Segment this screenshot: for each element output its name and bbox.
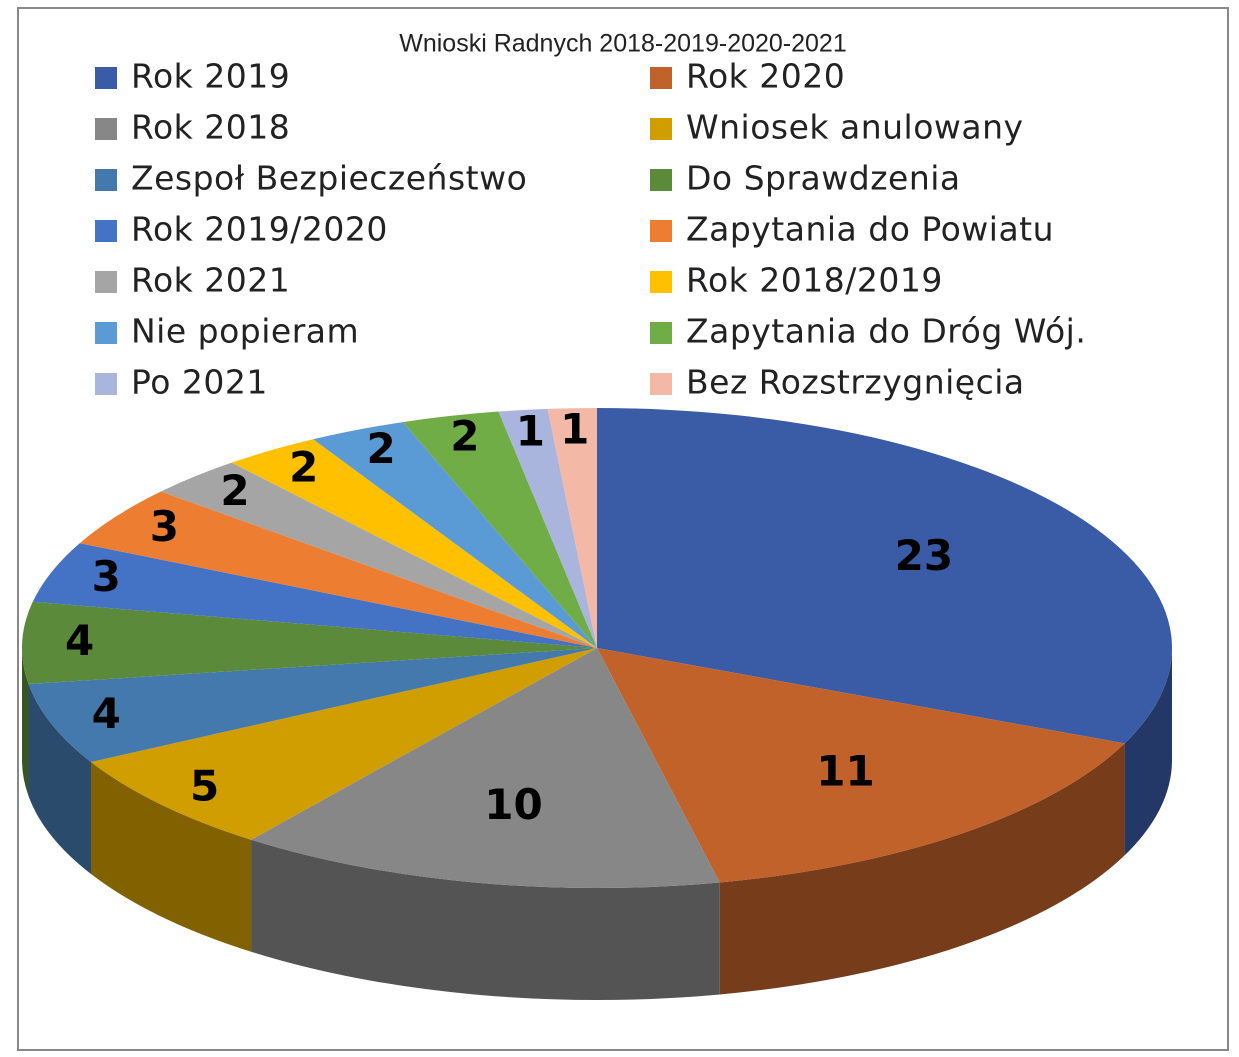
legend-label: Wniosek anulowany <box>686 108 1024 147</box>
legend-label: Zespoł Bezpieczeństwo <box>131 159 527 198</box>
data-label: 2 <box>220 466 249 515</box>
data-label: 10 <box>484 780 542 829</box>
data-label: 4 <box>92 689 121 738</box>
chart-title: Wnioski Radnych 2018-2019-2020-2021 <box>399 30 847 58</box>
slice <box>231 439 597 648</box>
legend-swatch <box>650 118 672 140</box>
slice <box>251 648 720 889</box>
legend-swatch <box>95 220 117 242</box>
legend-swatch <box>95 118 117 140</box>
slice <box>90 648 597 840</box>
data-label: 3 <box>150 502 179 551</box>
slice-side <box>22 648 29 797</box>
slice-side <box>719 743 1125 995</box>
legend-label: Rok 2020 <box>686 57 845 96</box>
data-label: 2 <box>289 443 318 492</box>
slice <box>547 408 597 648</box>
legend-label: Zapytania do Powiatu <box>686 210 1054 249</box>
slice <box>402 411 597 648</box>
slice <box>21 601 597 685</box>
data-label: 1 <box>560 405 589 454</box>
data-label: 5 <box>190 761 219 810</box>
legend-swatch <box>95 169 117 191</box>
slice <box>79 491 597 648</box>
legend-label: Po 2021 <box>131 363 268 402</box>
slice-side <box>28 684 91 874</box>
legend-label: Bez Rozstrzygnięcia <box>686 363 1025 402</box>
legend-label: Rok 2021 <box>131 261 290 300</box>
legend-label: Rok 2019 <box>131 57 290 96</box>
data-label: 4 <box>65 616 94 665</box>
legend-swatch <box>650 271 672 293</box>
data-label: 1 <box>516 406 545 455</box>
legend-swatch <box>650 67 672 89</box>
slice-side <box>251 839 720 1000</box>
data-label: 2 <box>450 412 479 461</box>
slice <box>597 648 1125 883</box>
legend-swatch <box>95 322 117 344</box>
data-label: 11 <box>816 747 874 796</box>
data-label: 23 <box>895 531 953 580</box>
slice <box>32 543 597 648</box>
legend-label: Nie popieram <box>131 312 359 351</box>
legend-swatch <box>650 220 672 242</box>
legend-swatch <box>650 322 672 344</box>
slice <box>313 422 597 648</box>
legend-label: Do Sprawdzenia <box>686 159 961 198</box>
legend-label: Rok 2018 <box>131 108 290 147</box>
legend-swatch <box>95 67 117 89</box>
legend-swatch <box>650 373 672 395</box>
slice-side <box>90 761 252 952</box>
legend-swatch <box>650 169 672 191</box>
data-label: 3 <box>92 552 121 601</box>
legend-swatch <box>95 271 117 293</box>
legend-label: Rok 2018/2019 <box>686 261 943 300</box>
slice <box>597 408 1172 744</box>
legend-swatch <box>95 373 117 395</box>
legend-label: Zapytania do Dróg Wój. <box>686 312 1086 351</box>
data-label: 2 <box>366 424 395 473</box>
slice <box>160 462 597 648</box>
slice <box>28 648 598 762</box>
slice-side <box>1124 648 1172 856</box>
legend-label: Rok 2019/2020 <box>131 210 388 249</box>
slice <box>498 408 597 648</box>
